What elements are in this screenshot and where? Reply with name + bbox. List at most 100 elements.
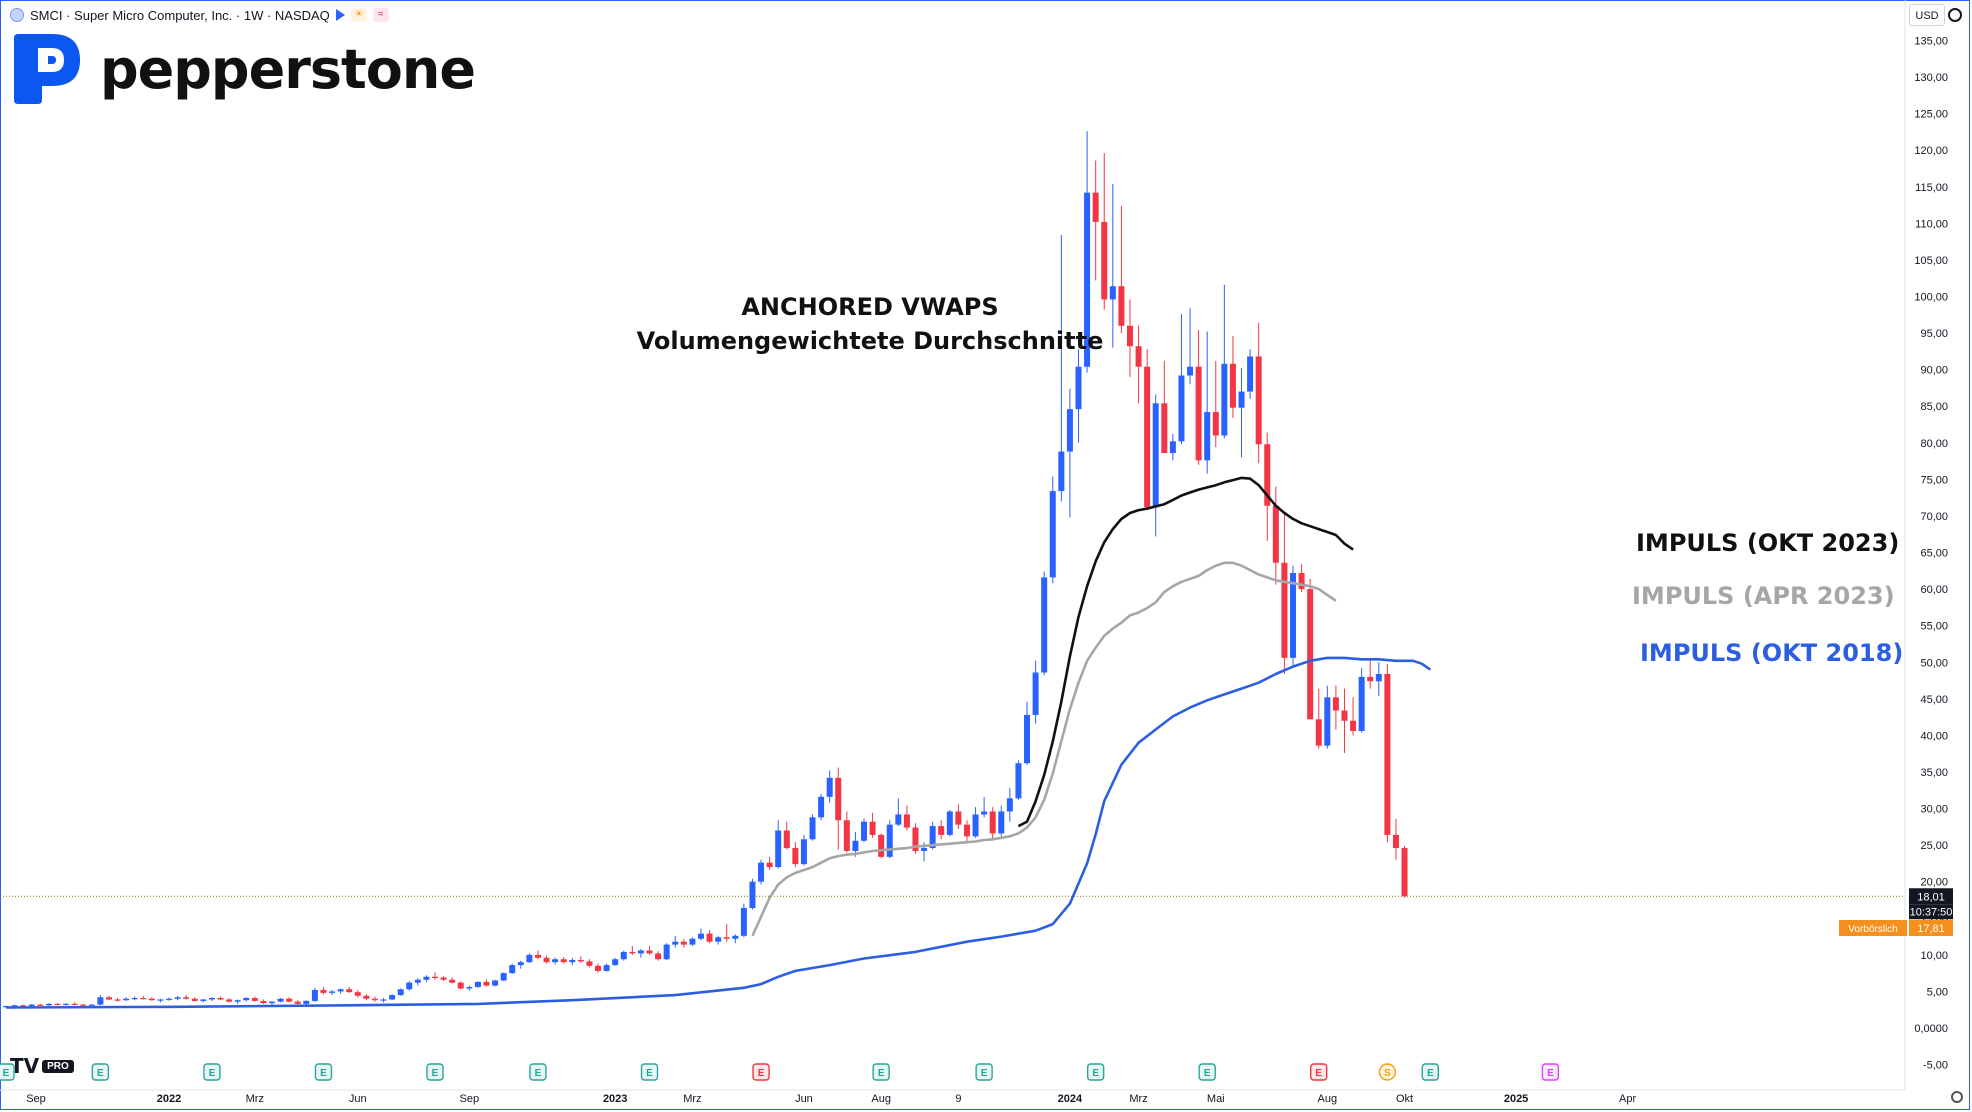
y-tick-label: 10,00: [1920, 950, 1948, 962]
event-marker[interactable]: E: [203, 1063, 221, 1081]
candle: [166, 997, 173, 1001]
premarket-price-badge: [1909, 920, 1953, 936]
candle: [380, 998, 387, 1003]
candle-body: [1307, 589, 1314, 720]
candle-body: [1367, 676, 1374, 682]
candle-body: [835, 777, 842, 821]
market-status-icon[interactable]: ☀: [350, 8, 367, 22]
event-marker[interactable]: S: [1378, 1063, 1397, 1081]
candle-body: [732, 935, 739, 939]
scale-settings-icon[interactable]: [1951, 1091, 1963, 1103]
candle-body: [1049, 491, 1056, 578]
candle: [251, 996, 258, 1002]
candle: [1075, 349, 1082, 443]
candle: [800, 834, 807, 866]
candle: [217, 996, 224, 1001]
candle: [1049, 476, 1056, 584]
candle: [294, 1000, 301, 1005]
candle-body: [191, 998, 198, 1001]
x-tick-label: Sep: [460, 1093, 480, 1105]
candle-body: [689, 938, 696, 945]
event-marker[interactable]: E: [1310, 1063, 1328, 1081]
candle: [1144, 349, 1151, 511]
candle-body: [706, 933, 713, 942]
candle-body: [294, 1001, 301, 1004]
event-marker[interactable]: E: [0, 1063, 15, 1081]
candle: [1152, 394, 1159, 537]
candle: [286, 997, 293, 1003]
settings-icon[interactable]: [1948, 8, 1962, 22]
y-tick-label: 120,00: [1914, 145, 1948, 157]
event-marker[interactable]: E: [91, 1063, 110, 1081]
candle-body: [251, 998, 258, 1001]
event-marker-label: E: [646, 1068, 653, 1079]
event-marker-shape: [640, 1063, 659, 1081]
candle-body: [1204, 412, 1211, 461]
event-marker-shape: [1198, 1063, 1216, 1081]
event-marker-label: E: [1204, 1068, 1211, 1079]
candle-body: [329, 991, 336, 993]
event-marker-shape: [1086, 1063, 1105, 1081]
y-tick-label: 65,00: [1920, 548, 1948, 560]
candle-body: [783, 830, 790, 849]
event-marker[interactable]: E: [640, 1063, 659, 1081]
candle: [406, 981, 413, 991]
candle: [998, 805, 1005, 837]
candle: [397, 988, 404, 996]
event-marker[interactable]: E: [1086, 1063, 1105, 1081]
candle: [680, 938, 687, 948]
candle-body: [826, 777, 833, 797]
x-tick-label: Aug: [871, 1093, 891, 1105]
candle-body: [371, 998, 378, 1001]
event-marker[interactable]: E: [314, 1063, 333, 1081]
candle: [71, 1002, 78, 1006]
candle-body: [1324, 697, 1331, 746]
event-marker[interactable]: E: [426, 1063, 444, 1081]
event-marker[interactable]: E: [975, 1063, 993, 1081]
candle: [123, 997, 130, 1001]
candle: [981, 796, 988, 818]
x-tick-label: Okt: [1396, 1093, 1413, 1105]
candle-body: [260, 1000, 267, 1004]
event-marker-shape: [314, 1063, 333, 1081]
candle-body: [852, 840, 859, 851]
candle-body: [878, 834, 885, 857]
candle-body: [1109, 286, 1116, 300]
event-marker[interactable]: E: [1421, 1063, 1439, 1081]
candle-body: [775, 830, 782, 868]
candle-body: [1092, 192, 1099, 222]
data-warning-icon[interactable]: ≈: [372, 8, 389, 22]
candle-body: [1084, 192, 1091, 367]
candle: [1066, 388, 1073, 518]
candle: [869, 812, 876, 838]
tradingview-logo[interactable]: TV PRO: [10, 1054, 74, 1078]
candle-body: [586, 961, 593, 966]
candle-body: [680, 941, 687, 945]
candle-body: [766, 862, 773, 868]
y-tick-label: 90,00: [1920, 365, 1948, 377]
event-marker[interactable]: E: [872, 1063, 890, 1081]
candle: [595, 963, 602, 973]
symbol-line[interactable]: SMCI · Super Micro Computer, Inc. · 1W ·…: [30, 7, 330, 23]
candle: [1341, 688, 1348, 753]
y-tick-label: 20,00: [1920, 877, 1948, 889]
candle-body: [414, 979, 421, 983]
event-marker[interactable]: E: [529, 1063, 547, 1081]
candle: [1315, 688, 1322, 749]
candle-body: [432, 976, 438, 978]
x-tick-label: 2022: [157, 1093, 181, 1105]
event-marker[interactable]: E: [1541, 1063, 1560, 1081]
event-marker[interactable]: E: [752, 1063, 770, 1081]
candle: [1238, 368, 1245, 458]
candle: [1290, 565, 1296, 667]
candle: [1384, 663, 1391, 843]
candle-body: [423, 976, 430, 980]
event-marker[interactable]: E: [1198, 1063, 1216, 1081]
flag-icon[interactable]: [335, 9, 345, 21]
candle: [440, 976, 447, 982]
currency-selector[interactable]: USD: [1909, 4, 1945, 26]
candle: [1358, 668, 1365, 733]
candle: [672, 935, 679, 948]
symbol-header[interactable]: SMCI · Super Micro Computer, Inc. · 1W ·…: [10, 6, 389, 24]
